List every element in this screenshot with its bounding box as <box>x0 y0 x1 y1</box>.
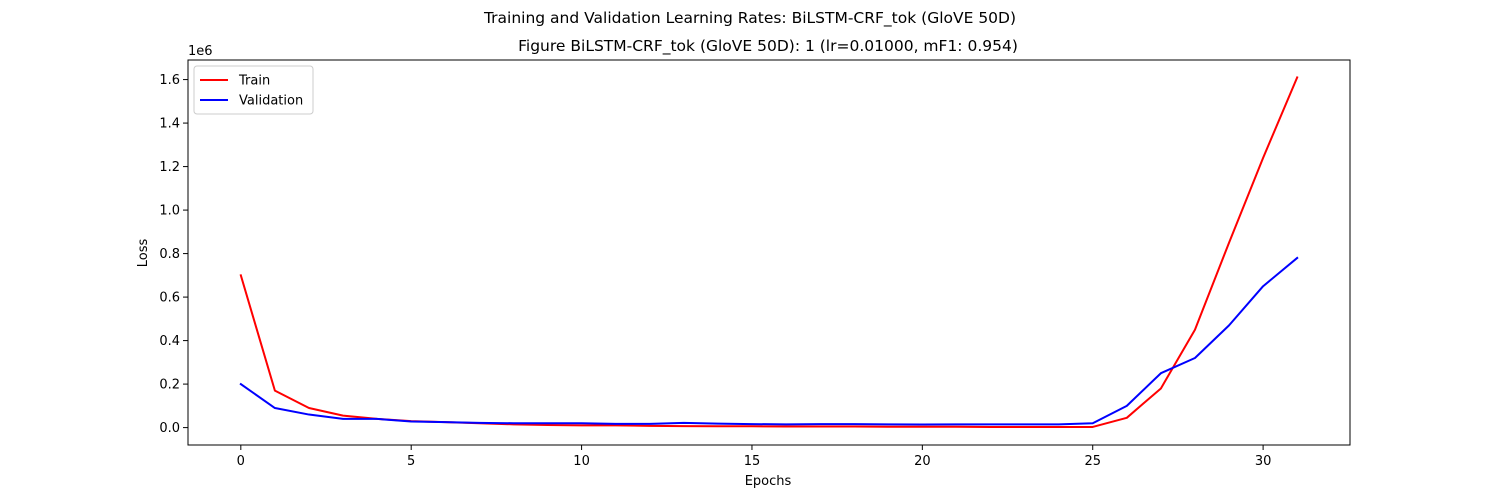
y-tick-label: 0.6 <box>159 291 180 306</box>
legend-box <box>193 65 314 115</box>
x-tick-label: 15 <box>744 454 761 469</box>
y-tick-label: 0.4 <box>159 334 180 349</box>
y-axis: 0.0 0.2 0.4 0.6 0.8 1.0 1.2 1.4 1.6 <box>159 73 188 436</box>
chart-suptitle: Training and Validation Learning Rates: … <box>483 9 1016 28</box>
y-tick-label: 1.0 <box>159 204 180 219</box>
y-axis-label: Loss <box>136 239 151 268</box>
legend: Train Validation <box>193 65 314 115</box>
legend-label-validation: Validation <box>239 94 303 109</box>
y-tick-label: 0.8 <box>159 247 180 262</box>
y-tick-label: 1.6 <box>159 73 180 88</box>
x-axis-label: Epochs <box>745 474 792 489</box>
x-tick-label: 10 <box>573 454 590 469</box>
series-line-validation <box>239 256 1299 426</box>
y-tick-label: 0.0 <box>159 421 180 436</box>
y-tick-label: 1.4 <box>159 117 180 132</box>
legend-label-train: Train <box>238 74 270 89</box>
x-tick-label: 30 <box>1255 454 1272 469</box>
plot-area <box>187 59 1351 446</box>
x-axis: 0 5 10 15 20 25 30 <box>237 445 1272 469</box>
y-tick-label: 0.2 <box>159 378 180 393</box>
x-tick-label: 0 <box>237 454 245 469</box>
plot-frame <box>187 59 1351 446</box>
x-tick-label: 25 <box>1084 454 1101 469</box>
x-tick-label: 20 <box>914 454 931 469</box>
x-tick-label: 5 <box>407 454 415 469</box>
chart-title: Figure BiLSTM-CRF_tok (GloVE 50D): 1 (lr… <box>518 37 1018 56</box>
y-offset-text: 1e6 <box>188 44 213 59</box>
series-layer <box>239 76 1299 428</box>
y-tick-label: 1.2 <box>159 160 180 175</box>
